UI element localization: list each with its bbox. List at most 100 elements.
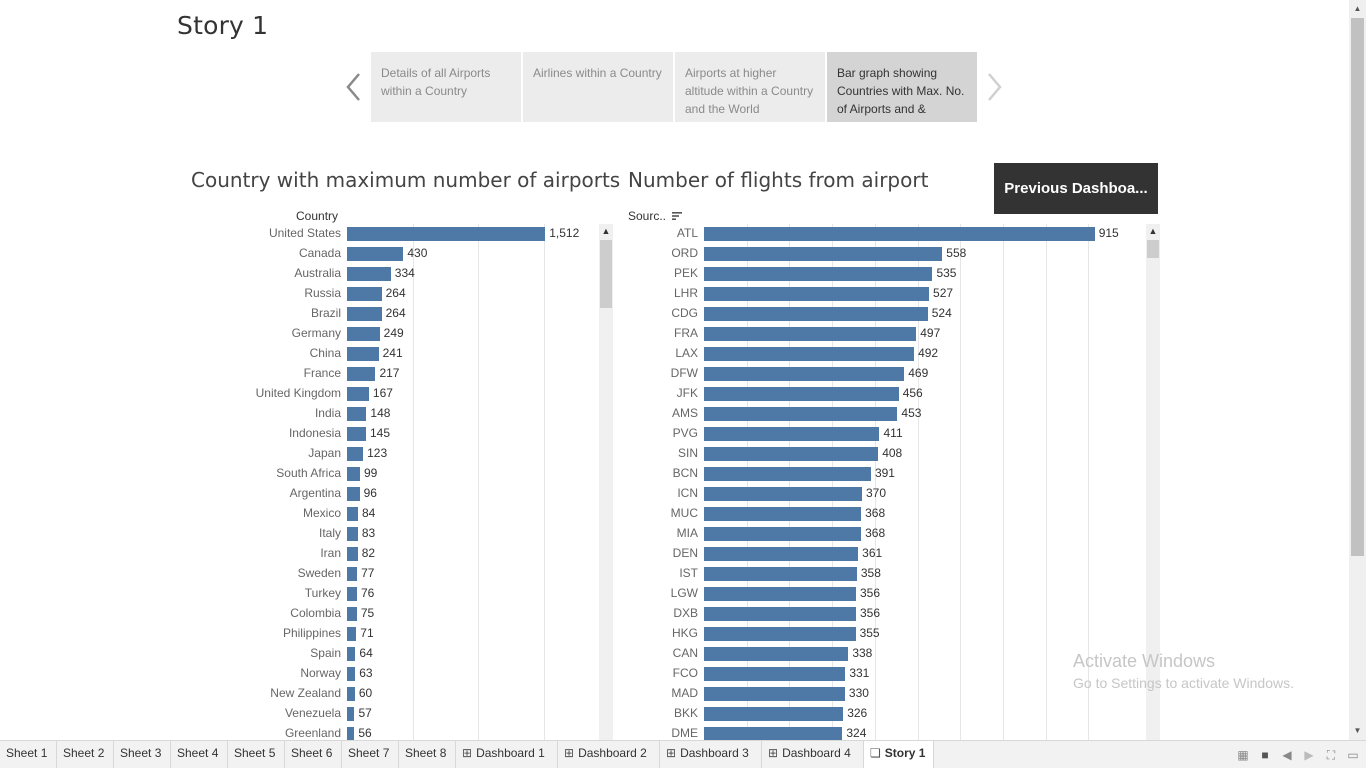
bar-row[interactable]: IST 358 [616, 564, 1146, 584]
bar[interactable] [704, 707, 844, 721]
bar[interactable] [704, 667, 846, 681]
bar[interactable] [347, 247, 404, 261]
category-label[interactable]: Australia [294, 266, 341, 280]
bar-row[interactable]: DME 324 [616, 724, 1146, 740]
right-bar-chart[interactable]: ATL 915 ORD 558 PEK 535 LHR 527 CDG 524 FRA 497 LAX 4… [616, 224, 1146, 740]
scroll-up-icon[interactable]: ▲ [1148, 226, 1158, 236]
bar-row[interactable]: MIA 368 [616, 524, 1146, 544]
category-label[interactable]: Argentina [289, 486, 341, 500]
category-label[interactable]: New Zealand [270, 686, 341, 700]
next-sheet-icon[interactable]: ▶ [1304, 748, 1314, 762]
category-label[interactable]: ATL [676, 226, 698, 240]
bar[interactable] [704, 507, 862, 521]
bar[interactable] [704, 227, 1095, 241]
category-label[interactable]: ORD [671, 246, 698, 260]
category-label[interactable]: LHR [673, 286, 698, 300]
bar-row[interactable]: JFK 456 [616, 384, 1146, 404]
bar-row[interactable]: Philippines 71 [190, 624, 600, 644]
bar-row[interactable]: LHR 527 [616, 284, 1146, 304]
category-label[interactable]: FCO [672, 666, 698, 680]
bar[interactable] [704, 327, 917, 341]
category-label[interactable]: CAN [672, 646, 698, 660]
window-scroll-thumb[interactable] [1351, 18, 1364, 556]
left-bar-chart[interactable]: United States 1,512 Canada 430 Australia 334 R… [190, 224, 600, 740]
story-point-3[interactable]: Airports at higher altitude within a Cou… [675, 52, 825, 122]
bar-row[interactable]: Norway 63 [190, 664, 600, 684]
story-point-4[interactable]: Bar graph showing Countries with Max. No… [827, 52, 977, 122]
category-label[interactable]: Spain [310, 646, 341, 660]
bar[interactable] [347, 527, 358, 541]
bar-row[interactable]: ATL 915 [616, 224, 1146, 244]
category-label[interactable]: India [314, 406, 341, 420]
bar[interactable] [704, 287, 930, 301]
bar[interactable] [704, 727, 843, 740]
category-label[interactable]: PVG [672, 426, 698, 440]
bar[interactable] [347, 667, 356, 681]
bar-row[interactable]: ICN 370 [616, 484, 1146, 504]
bar[interactable] [347, 387, 369, 401]
bar-row[interactable]: Iran 82 [190, 544, 600, 564]
bar[interactable] [347, 607, 357, 621]
category-label[interactable]: MIA [676, 526, 698, 540]
bar[interactable] [347, 467, 360, 481]
bar[interactable] [347, 447, 364, 461]
sort-icon[interactable] [671, 211, 683, 221]
category-label[interactable]: South Africa [276, 466, 341, 480]
bar-row[interactable]: FCO 331 [616, 664, 1146, 684]
bar-row[interactable]: Brazil 264 [190, 304, 600, 324]
bar-row[interactable]: Germany 249 [190, 324, 600, 344]
left-chart-scroll-thumb[interactable] [600, 240, 612, 308]
category-label[interactable]: Mexico [302, 506, 341, 520]
category-label[interactable]: Iran [320, 546, 341, 560]
bar-row[interactable]: New Zealand 60 [190, 684, 600, 704]
bar[interactable] [704, 447, 879, 461]
bar-row[interactable]: United Kingdom 167 [190, 384, 600, 404]
bar[interactable] [347, 587, 357, 601]
bar[interactable] [347, 687, 355, 701]
bar[interactable] [704, 547, 859, 561]
category-label[interactable]: Japan [308, 446, 341, 460]
right-chart-scroll-thumb[interactable] [1147, 240, 1159, 258]
bar-row[interactable]: DFW 469 [616, 364, 1146, 384]
source-column-header[interactable]: Sourc.. [628, 209, 683, 223]
tab-sheet-4[interactable]: Sheet 4 [171, 741, 228, 768]
bar-row[interactable]: BCN 391 [616, 464, 1146, 484]
bar[interactable] [347, 327, 380, 341]
category-label[interactable]: France [303, 366, 341, 380]
bar[interactable] [704, 347, 915, 361]
category-label[interactable]: LAX [675, 346, 698, 360]
category-label[interactable]: Philippines [282, 626, 341, 640]
tab-sheet-7[interactable]: Sheet 7 [342, 741, 399, 768]
bar-row[interactable]: FRA 497 [616, 324, 1146, 344]
category-label[interactable]: Turkey [304, 586, 341, 600]
next-story-point-arrow[interactable] [983, 70, 1005, 104]
bar[interactable] [347, 507, 358, 521]
category-label[interactable]: Italy [318, 526, 341, 540]
bar[interactable] [704, 307, 928, 321]
category-label[interactable]: Norway [300, 666, 341, 680]
bar-row[interactable]: South Africa 99 [190, 464, 600, 484]
bar[interactable] [704, 487, 862, 501]
bar[interactable] [347, 287, 382, 301]
share-icon[interactable]: ▭ [1347, 748, 1359, 762]
tab-sheet-2[interactable]: Sheet 2 [57, 741, 114, 768]
presentation-mode-icon[interactable]: ⛶ [1326, 748, 1336, 762]
bar[interactable] [347, 707, 355, 721]
category-label[interactable]: CDG [671, 306, 698, 320]
category-label[interactable]: DFW [670, 366, 698, 380]
tab-dashboard-2[interactable]: ⊞ Dashboard 2 [558, 741, 660, 768]
tab-sheet-5[interactable]: Sheet 5 [228, 741, 285, 768]
category-label[interactable]: Greenland [284, 726, 341, 740]
tab-sheet-8[interactable]: Sheet 8 [399, 741, 456, 768]
story-point-2[interactable]: Airlines within a Country [523, 52, 673, 122]
category-label[interactable]: Venezuela [284, 706, 341, 720]
bar[interactable] [704, 367, 905, 381]
bar[interactable] [347, 267, 391, 281]
bar-row[interactable]: SIN 408 [616, 444, 1146, 464]
category-label[interactable]: MUC [670, 506, 698, 520]
bar[interactable] [704, 627, 856, 641]
bar-row[interactable]: China 241 [190, 344, 600, 364]
bar-row[interactable]: MUC 368 [616, 504, 1146, 524]
bar-row[interactable]: DXB 356 [616, 604, 1146, 624]
bar[interactable] [704, 527, 862, 541]
